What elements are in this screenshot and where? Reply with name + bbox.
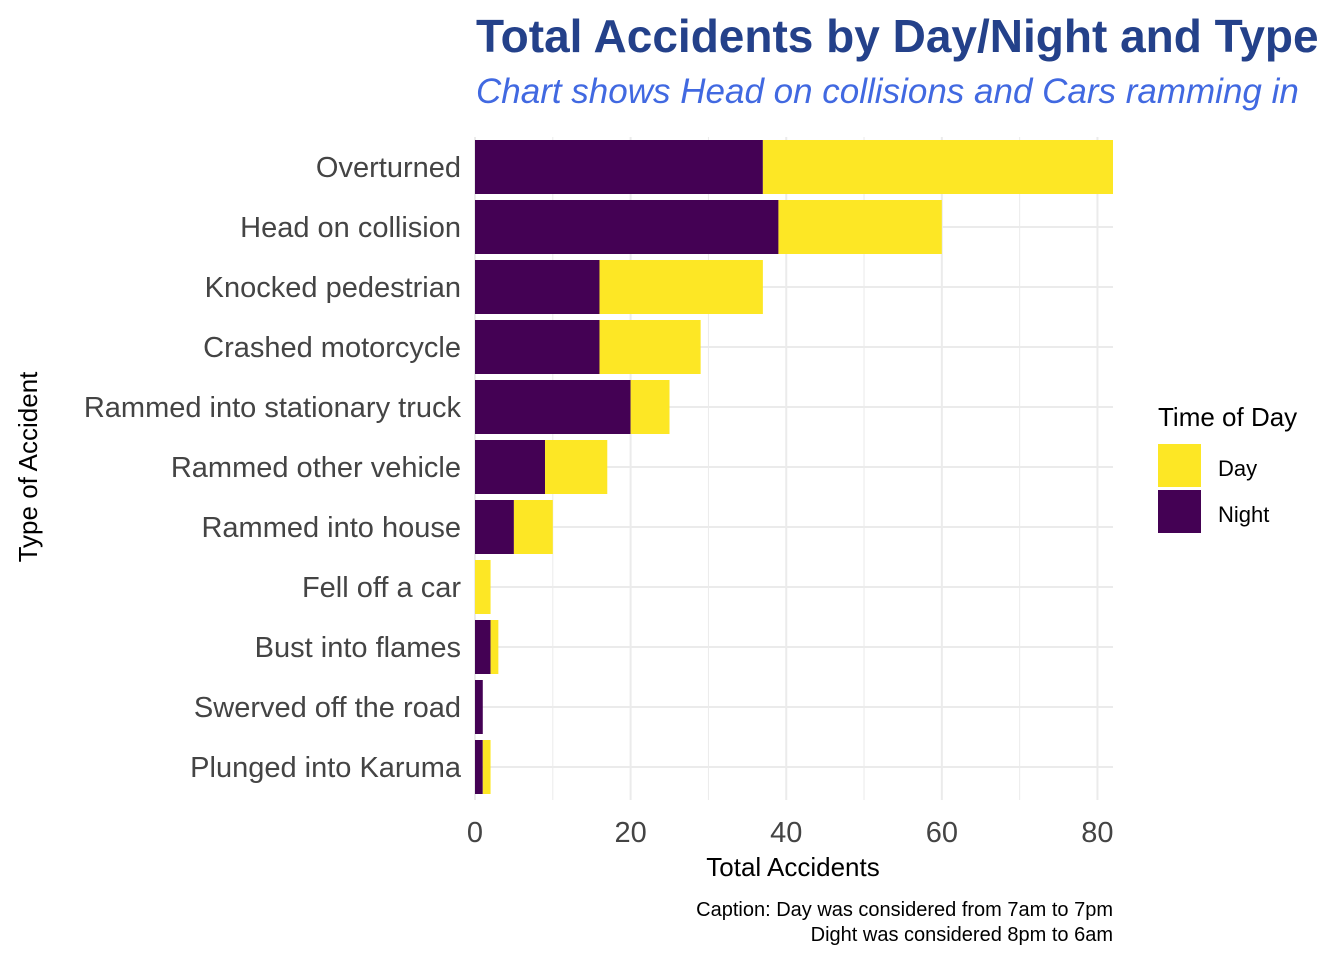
bar-day [475,560,491,614]
x-tick-label: 60 [926,817,958,849]
bar-day [545,440,608,494]
bar-night [475,620,491,674]
category-label: Rammed into stationary truck [84,392,462,424]
x-axis-title: Total Accidents [706,852,879,882]
bar-night [475,260,600,314]
bar-night [475,740,483,794]
x-tick-label: 80 [1081,817,1113,849]
category-label: Rammed other vehicle [171,452,461,484]
category-label: Overturned [316,152,461,184]
bar-night [475,500,514,554]
bar-day [630,380,670,434]
bar-day [778,200,942,254]
legend: Time of Day Day Night [1158,402,1297,533]
x-tick-label: 40 [770,817,802,849]
legend-label-day: Day [1218,456,1257,481]
bar-day [599,320,701,374]
x-tick-label: 0 [467,817,483,849]
bar-night [475,140,763,194]
x-tick-label: 20 [614,817,646,849]
category-labels: Overturned Head on collision Knocked pedes… [84,152,462,784]
legend-label-night: Night [1218,502,1269,527]
category-label: Swerved off the road [194,692,461,724]
bar-day [599,260,763,314]
category-label: Fell off a car [302,572,461,604]
bar-day [513,500,553,554]
caption-line-1: Caption: Day was considered from 7am to … [696,899,1113,921]
bar-night [475,200,779,254]
bar-day [762,140,1113,194]
category-label: Head on collision [240,212,461,244]
category-label: Rammed into house [201,512,461,544]
category-label: Bust into flames [255,632,461,664]
x-tick-labels: 0 20 40 60 80 [467,817,1114,849]
bar-night [475,380,631,434]
bars [475,140,1113,794]
y-axis-title: Type of Accident [13,371,43,563]
bar-day [490,620,499,674]
legend-title: Time of Day [1158,402,1297,432]
bar-day [482,740,491,794]
chart-subtitle: Chart shows Head on collisions and Cars … [476,72,1299,111]
caption-line-2: Dight was considered 8pm to 6am [811,924,1113,946]
chart-title: Total Accidents by Day/Night and Type [476,10,1319,62]
category-label: Knocked pedestrian [205,272,461,304]
bar-night [475,440,546,494]
bar-night [475,680,483,734]
bar-night [475,320,600,374]
category-label: Crashed motorcycle [203,332,461,364]
category-label: Plunged into Karuma [190,752,462,784]
legend-swatch-night [1158,490,1201,533]
legend-swatch-day [1158,444,1201,487]
